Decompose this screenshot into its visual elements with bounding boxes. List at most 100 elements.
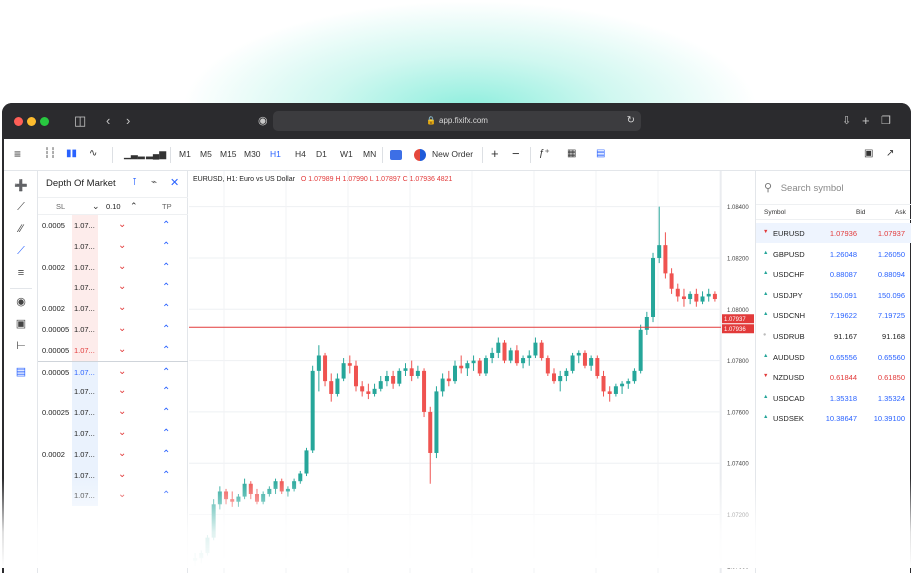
indicators-icon[interactable]: ▂▄▆ xyxy=(146,146,166,162)
sell-chevron-icon[interactable]: ⌄ xyxy=(118,385,126,396)
dom-row[interactable]: 1.07...⌄⌃ xyxy=(38,423,188,444)
buy-chevron-icon[interactable]: ⌃ xyxy=(162,241,170,252)
dom-center-icon[interactable]: ⊺ xyxy=(132,177,137,188)
timeframe-h1[interactable]: H1 xyxy=(270,147,281,161)
sell-chevron-icon[interactable]: ⌄ xyxy=(118,448,126,459)
bar-chart-icon[interactable]: ┆┆ xyxy=(44,146,56,162)
chart-canvas[interactable]: 1.084001.082001.080001.078001.076001.074… xyxy=(189,171,754,573)
buy-chevron-icon[interactable]: ⌃ xyxy=(162,220,170,231)
sell-chevron-icon[interactable]: ⌄ xyxy=(118,366,126,377)
download-icon[interactable]: ⇩ xyxy=(842,112,851,130)
timeframe-h4[interactable]: H4 xyxy=(295,147,306,161)
parallel-lines-icon[interactable]: ∕∕ xyxy=(13,223,29,235)
dom-expand-icon[interactable]: ⌁ xyxy=(151,177,157,188)
sell-chevron-icon[interactable]: ⌄ xyxy=(118,240,126,251)
symbol-search[interactable]: ⚲ Search symbol xyxy=(764,181,844,194)
sell-chevron-icon[interactable]: ⌄ xyxy=(118,406,126,417)
privacy-shield-icon[interactable]: ◉ xyxy=(258,112,268,130)
buy-chevron-icon[interactable]: ⌃ xyxy=(162,262,170,273)
minimize-window-button[interactable] xyxy=(27,117,36,126)
sidebar-toggle-icon[interactable]: ◫ xyxy=(74,112,86,130)
object-tree-icon[interactable]: ⊢ xyxy=(13,339,29,352)
crosshair-icon[interactable]: ➕ xyxy=(13,179,29,192)
new-order-button[interactable]: New Order xyxy=(432,147,473,161)
reload-icon[interactable]: ↻ xyxy=(627,111,635,131)
dom-row[interactable]: 1.07...⌄⌃ xyxy=(38,236,188,257)
address-bar[interactable]: 🔒app.fixifx.com ↻ xyxy=(273,111,641,131)
sell-chevron-icon[interactable]: ⌄ xyxy=(118,489,126,500)
sell-chevron-icon[interactable]: ⌄ xyxy=(118,427,126,438)
volume-decrease-icon[interactable]: ⌄ xyxy=(92,201,100,212)
timeframe-w1[interactable]: W1 xyxy=(340,147,353,161)
buy-chevron-icon[interactable]: ⌃ xyxy=(162,490,170,501)
zoom-out-icon[interactable]: − xyxy=(512,146,520,162)
camera-icon[interactable]: ▣ xyxy=(864,146,873,162)
template-icon[interactable]: ▤ xyxy=(596,146,605,162)
screenshot-icon[interactable] xyxy=(390,150,402,160)
volume-value[interactable]: 0.10 xyxy=(106,202,121,211)
lock-drawings-icon[interactable]: ▣ xyxy=(13,317,29,330)
buy-chevron-icon[interactable]: ⌃ xyxy=(162,449,170,460)
zoom-in-icon[interactable]: + xyxy=(491,146,499,162)
sell-chevron-icon[interactable]: ⌄ xyxy=(118,281,126,292)
new-tab-icon[interactable]: + xyxy=(862,112,870,130)
timeframe-m5[interactable]: M5 xyxy=(200,147,212,161)
buy-chevron-icon[interactable]: ⌃ xyxy=(162,345,170,356)
fib-retracement-icon[interactable]: ≡ xyxy=(13,267,29,279)
eye-icon[interactable]: ◉ xyxy=(13,295,29,308)
timeframe-m15[interactable]: M15 xyxy=(220,147,237,161)
volume-increase-icon[interactable]: ⌃ xyxy=(130,201,138,212)
maximize-window-button[interactable] xyxy=(40,117,49,126)
sell-chevron-icon[interactable]: ⌄ xyxy=(118,323,126,334)
fullscreen-icon[interactable]: ↗ xyxy=(886,146,894,162)
buy-chevron-icon[interactable]: ⌃ xyxy=(162,303,170,314)
dom-panel-icon[interactable]: ▤ xyxy=(13,365,29,378)
buy-chevron-icon[interactable]: ⌃ xyxy=(162,386,170,397)
path-tool-icon[interactable]: ⟋ xyxy=(13,245,29,258)
forward-icon[interactable]: › xyxy=(126,112,130,130)
buy-chevron-icon[interactable]: ⌃ xyxy=(162,324,170,335)
buy-chevron-icon[interactable]: ⌃ xyxy=(162,367,170,378)
candlestick-icon[interactable]: ▮▮ xyxy=(66,146,77,162)
buy-chevron-icon[interactable]: ⌃ xyxy=(162,470,170,481)
timeframe-mn[interactable]: MN xyxy=(363,147,376,161)
buy-chevron-icon[interactable]: ⌃ xyxy=(162,407,170,418)
dom-row[interactable]: 1.07...⌄⌃ xyxy=(38,277,188,298)
dom-row[interactable]: 1.07...⌄⌃ xyxy=(38,485,188,506)
buy-chevron-icon[interactable]: ⌃ xyxy=(162,282,170,293)
timeframe-d1[interactable]: D1 xyxy=(316,147,327,161)
dom-row[interactable]: 1.07...⌄⌃ xyxy=(38,381,188,402)
dom-row[interactable]: 1.07...⌄⌃ xyxy=(38,465,188,486)
line-chart-icon[interactable]: ∿ xyxy=(89,146,97,162)
volume-icon[interactable]: ▁▃▂ xyxy=(124,146,145,162)
buy-chevron-icon[interactable]: ⌃ xyxy=(162,428,170,439)
sell-chevron-icon[interactable]: ⌄ xyxy=(118,469,126,480)
trend-line-icon[interactable]: ⟋ xyxy=(13,201,29,214)
timeframe-m1[interactable]: M1 xyxy=(179,147,191,161)
close-window-button[interactable] xyxy=(14,117,23,126)
calendar-icon[interactable]: ▦ xyxy=(567,146,576,162)
dom-close-icon[interactable]: ✕ xyxy=(170,176,179,189)
sell-chevron-icon[interactable]: ⌄ xyxy=(118,219,126,230)
tabs-overview-icon[interactable]: ❐ xyxy=(881,112,891,130)
new-order-icon[interactable] xyxy=(414,149,426,161)
menu-icon[interactable]: ≡ xyxy=(14,146,21,162)
